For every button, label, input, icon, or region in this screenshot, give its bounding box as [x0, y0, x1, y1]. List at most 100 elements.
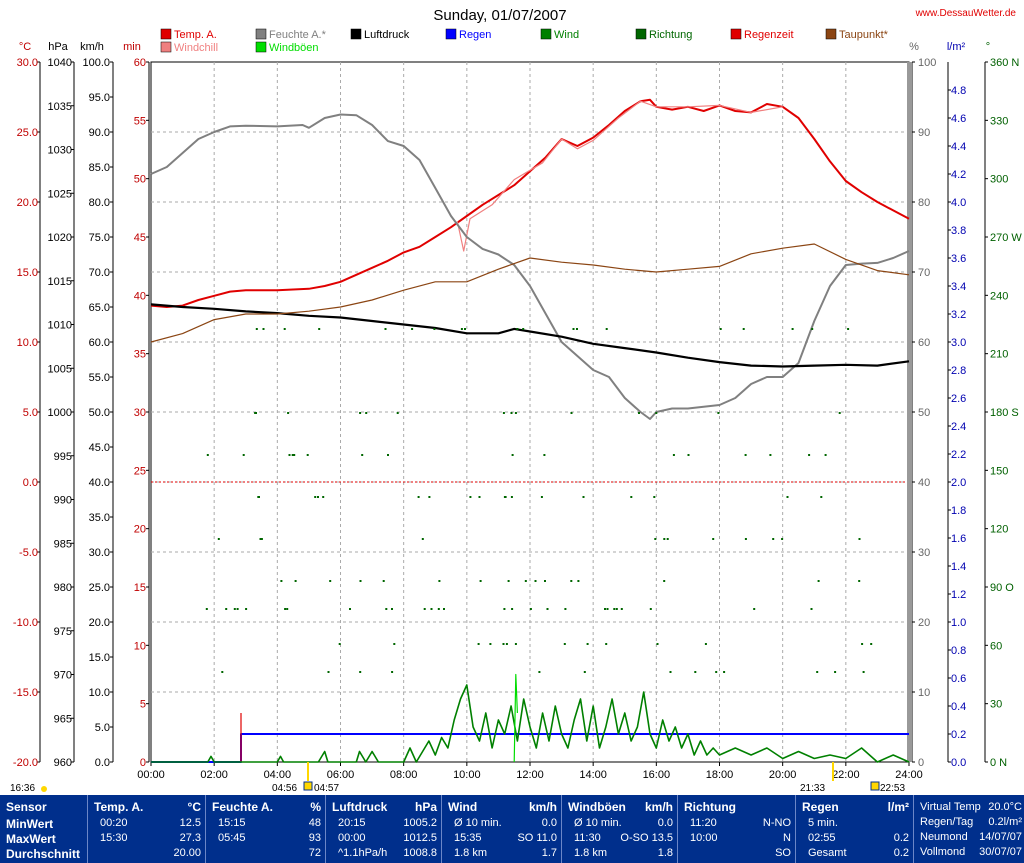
direction-dot	[570, 580, 573, 582]
direction-dot	[502, 643, 505, 645]
legend-entry: Windböen	[255, 41, 319, 54]
stats-column: Richtung 11:20 N-NO 10:00 N SO	[678, 795, 796, 863]
direction-dot	[605, 643, 608, 645]
wind-axis-tick-label: 10.0	[89, 687, 110, 699]
sun-moon-times: 16:36 04:56 04:57 21:33 22:53	[10, 762, 905, 794]
direction-dot	[820, 496, 823, 498]
direction-dot	[428, 496, 431, 498]
legend-label: Luftdruck	[364, 29, 410, 41]
direction-dot	[288, 454, 291, 456]
axis-unit-labels: °C hPa km/h min% l/m² °	[19, 41, 990, 53]
pressure-axis-tick-label: 1030	[48, 145, 72, 157]
direction-dot	[349, 608, 351, 610]
direction-dot	[421, 538, 424, 540]
humidity-axis-tick-label: 30	[918, 547, 930, 559]
stats-cell-value: N-NO	[762, 817, 791, 829]
stats-extra-value: 20.0°C	[988, 801, 1022, 813]
pressure-axis-tick-label: 980	[54, 582, 72, 594]
stats-cell-label: 15:35	[454, 832, 482, 844]
direction-dot	[359, 412, 362, 414]
direction-dot	[630, 496, 633, 498]
unit-wind: km/h	[80, 41, 104, 53]
stats-cell-label: MinWert	[6, 817, 54, 831]
stats-cell-label: Gesamt	[808, 847, 847, 859]
direction-dot	[385, 608, 388, 610]
raintime-axis-tick-label: 20	[134, 524, 146, 536]
direction-dot	[717, 412, 720, 414]
direction-dot	[287, 412, 290, 414]
direction-dot	[329, 580, 332, 582]
wind-axis-tick-label: 30.0	[89, 547, 110, 559]
rain-axis-tick-label: 3.6	[951, 253, 966, 265]
right-axis-bar	[907, 62, 912, 762]
direction-dot	[582, 496, 585, 498]
stats-cell-value: 20.00	[173, 847, 201, 859]
site-url[interactable]: www.DessauWetter.de	[915, 8, 1017, 19]
stats-cell-value: 27.3	[179, 832, 201, 844]
direction-dot	[583, 671, 586, 673]
direction-dot	[838, 412, 841, 414]
wind-axis-tick-label: 0.0	[95, 757, 110, 769]
stats-cell-label: 00:20	[100, 817, 128, 829]
rain-axis-tick-label: 4.8	[951, 85, 966, 97]
stats-cell-value: 48	[308, 817, 321, 829]
direction-dot	[317, 496, 319, 498]
direction-dot	[816, 671, 819, 673]
raintime-axis-tick-label: 30	[134, 407, 146, 419]
direction-dot	[236, 608, 239, 610]
humidity-axis-tick-label: 20	[918, 617, 930, 629]
pressure-axis-tick-label: 990	[54, 495, 72, 507]
direction-dot	[511, 454, 514, 456]
legend-swatch	[255, 28, 267, 40]
direction-dot	[464, 328, 466, 330]
humidity-axis-tick-label: 90	[918, 127, 930, 139]
stats-extra-value: 30/07/07	[979, 846, 1022, 858]
wind-axis-tick-label: 15.0	[89, 652, 110, 664]
unit-temp: °C	[19, 41, 31, 53]
direction-dot	[576, 328, 578, 330]
stats-cell-value: SO	[775, 847, 791, 859]
stats-cell-value: 93	[308, 832, 321, 844]
direction-dot	[382, 580, 385, 582]
time-tick-label: 22:00	[832, 769, 860, 781]
legend-label: Regen	[459, 29, 491, 41]
raintime-axis-tick-label: 55	[134, 115, 146, 127]
stats-cell-label: Ø 10 min.	[454, 817, 502, 829]
raintime-axis-tick-label: 35	[134, 349, 146, 361]
wind-axis-tick-label: 65.0	[89, 302, 110, 314]
direction-dot	[478, 496, 481, 498]
direction-dot	[242, 454, 245, 456]
unit-pressure: hPa	[48, 41, 68, 53]
rain-axis-tick-label: 2.8	[951, 365, 966, 377]
direction-dot	[638, 412, 640, 414]
pressure-axis-tick-label: 1035	[48, 101, 72, 113]
right-axes: 10090807060504030201004.84.64.44.24.03.8…	[907, 57, 1022, 769]
direction-dot	[534, 580, 537, 582]
time-tick-label: 20:00	[769, 769, 797, 781]
rain-axis-tick-label: 1.8	[951, 505, 966, 517]
direction-dot	[663, 580, 666, 582]
raintime-axis-tick-label: 15	[134, 582, 146, 594]
stats-cell-label: 1.8 km	[574, 847, 608, 859]
stats-extra-label: Vollmond	[920, 846, 966, 858]
direction-dot	[742, 328, 745, 330]
direction-dot	[769, 454, 772, 456]
temp-axis-tick-label: -10.0	[13, 617, 38, 629]
stats-cell-label: 1.8 km	[454, 847, 488, 859]
direction-dot	[205, 608, 208, 610]
humidity-axis-tick-label: 80	[918, 197, 930, 209]
rain-axis-tick-label: 0.8	[951, 645, 966, 657]
direction-dot	[393, 643, 396, 645]
direction-dot	[522, 328, 525, 330]
legend-swatch	[540, 28, 552, 40]
moonset-time: 22:53	[880, 783, 905, 794]
stats-header: Luftdruck	[332, 800, 388, 814]
pressure-axis-tick-label: 1010	[48, 320, 72, 332]
stats-cell-value: SO 11.0	[517, 832, 557, 844]
legend-swatch	[255, 41, 267, 53]
temp-axis-tick-label: 20.0	[17, 197, 38, 209]
direction-dot	[245, 608, 248, 610]
humidity-axis-tick-label: 10	[918, 687, 930, 699]
direction-dot	[546, 608, 549, 610]
